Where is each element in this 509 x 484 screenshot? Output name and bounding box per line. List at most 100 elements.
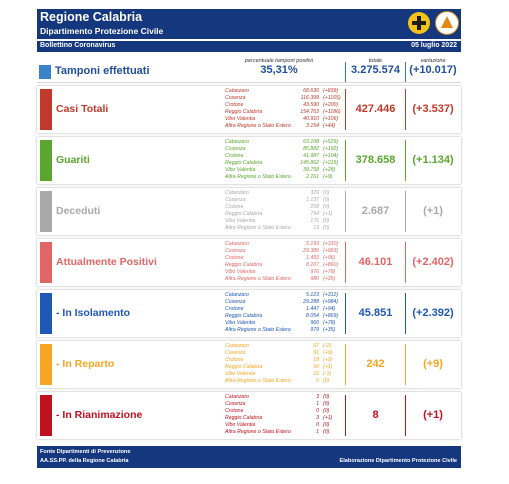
province-list: Catanzaro 68.630 (+839) Cosenza 116.399 (+116… bbox=[225, 88, 347, 130]
province-value: 18 bbox=[313, 357, 319, 363]
province-row: Crotone 1.455 (+96) bbox=[225, 255, 347, 262]
province-value: 41.987 bbox=[303, 153, 319, 159]
province-name: Catanzaro bbox=[225, 394, 249, 400]
province-delta: (+35) bbox=[323, 276, 336, 282]
section-total: 242 bbox=[366, 358, 385, 370]
variation-column-header: variazione bbox=[420, 58, 446, 64]
province-value: 116.399 bbox=[300, 95, 319, 101]
province-value: 145.862 bbox=[300, 160, 319, 166]
province-value: 1.455 bbox=[306, 255, 319, 261]
province-name: Vibo Valentia bbox=[225, 269, 256, 275]
section-variation: (+1) bbox=[423, 409, 443, 421]
province-list: Catanzaro 329 (0) Cosenza 1.137 (0) Crotone 258… bbox=[225, 190, 347, 232]
province-row: Crotone 41.987 (+104) bbox=[225, 153, 347, 160]
province-name: Altra Regione o Stato Estero bbox=[225, 174, 291, 180]
source-line-2: AA.SS.PP. della Regione Calabria bbox=[40, 458, 129, 464]
province-row: Reggio Calabria 50 (+1) bbox=[225, 364, 347, 371]
province-value: 3 bbox=[316, 394, 319, 400]
province-row: Reggio Calabria 3 (+1) bbox=[225, 415, 347, 422]
province-row: Altra Regione o Stato Estero 2.161 (+9) bbox=[225, 174, 347, 181]
province-value: 29.288 bbox=[303, 299, 319, 305]
province-row: Cosenza 85.882 (+192) bbox=[225, 146, 347, 153]
province-delta: (0) bbox=[323, 204, 330, 210]
province-delta: (+2) bbox=[323, 357, 333, 363]
province-row: Reggio Calabria 8.107 (+860) bbox=[225, 262, 347, 269]
province-row: Reggio Calabria 145.862 (+215) bbox=[225, 160, 347, 167]
province-value: 176 bbox=[310, 218, 319, 224]
province-row: Cosenza 1 (0) bbox=[225, 401, 347, 408]
province-name: Altra Regione o Stato Estero bbox=[225, 225, 291, 231]
section-color-bar bbox=[40, 191, 52, 232]
province-value: 85.882 bbox=[303, 146, 319, 152]
province-name: Reggio Calabria bbox=[225, 211, 263, 217]
province-value: 3.154 bbox=[306, 123, 319, 129]
province-delta: (+984) bbox=[323, 299, 339, 305]
section-color-bar bbox=[40, 140, 52, 181]
section-color-bar bbox=[40, 293, 52, 334]
province-value: 3 bbox=[316, 415, 319, 421]
province-row: Cosenza 116.399 (+1165) bbox=[225, 95, 347, 102]
province-row: Catanzaro 5.193 (+310) bbox=[225, 241, 347, 248]
province-name: Vibo Valentia bbox=[225, 167, 256, 173]
province-delta: (+94) bbox=[323, 306, 336, 312]
province-list: Catanzaro 5.123 (+312) Cosenza 29.288 (+984) C… bbox=[225, 292, 347, 334]
province-delta: (+529) bbox=[323, 139, 339, 145]
province-delta: (0) bbox=[323, 429, 330, 435]
province-delta: (0) bbox=[323, 218, 330, 224]
province-name: Catanzaro bbox=[225, 343, 249, 349]
province-name: Reggio Calabria bbox=[225, 313, 263, 319]
province-name: Altra Regione o Stato Estero bbox=[225, 276, 291, 282]
province-list: Catanzaro 67 (-2) Cosenza 91 (+9) Crotone 18 (+2… bbox=[225, 343, 347, 385]
section-label: Deceduti bbox=[56, 205, 101, 217]
province-value: 154.763 bbox=[300, 109, 319, 115]
province-value: 0 bbox=[316, 422, 319, 428]
province-value: 1 bbox=[316, 401, 319, 407]
province-name: Catanzaro bbox=[225, 292, 249, 298]
province-row: Vibo Valentia 176 (0) bbox=[225, 218, 347, 225]
province-name: Cosenza bbox=[225, 350, 246, 356]
province-value: 8.054 bbox=[306, 313, 319, 319]
province-delta: (0) bbox=[323, 408, 330, 414]
province-value: 1 bbox=[316, 429, 319, 435]
section-total: 378.658 bbox=[355, 154, 396, 166]
province-row: Vibo Valentia 960 (+78) bbox=[225, 320, 347, 327]
source-line-1: Fonte Dipartimenti di Prevenzione bbox=[40, 449, 131, 455]
province-delta: (+96) bbox=[323, 255, 336, 261]
province-value: 40.910 bbox=[303, 116, 319, 122]
province-value: 258 bbox=[310, 204, 319, 210]
section-total: 427.446 bbox=[355, 103, 396, 115]
province-row: Cosenza 29.288 (+984) bbox=[225, 299, 347, 306]
province-name: Cosenza bbox=[225, 299, 246, 305]
province-name: Crotone bbox=[225, 153, 244, 159]
province-name: Altra Regione o Stato Estero bbox=[225, 429, 291, 435]
province-value: 63.108 bbox=[303, 139, 319, 145]
province-value: 979 bbox=[310, 327, 319, 333]
section-variation: (+2.402) bbox=[412, 256, 454, 268]
province-value: 16 bbox=[313, 371, 319, 377]
section-variation: (+9) bbox=[423, 358, 443, 370]
province-delta: (0) bbox=[323, 378, 330, 384]
province-row: Catanzaro 5.123 (+312) bbox=[225, 292, 347, 299]
section-color-bar bbox=[40, 89, 52, 130]
province-delta: (+1186) bbox=[323, 109, 341, 115]
province-value: 68.630 bbox=[303, 88, 319, 94]
civil-protection-logo-icon bbox=[408, 12, 430, 34]
province-row: Cosenza 1.137 (0) bbox=[225, 197, 347, 204]
province-delta: (+310) bbox=[323, 241, 339, 247]
province-row: Altra Regione o Stato Estero 13 (0) bbox=[225, 225, 347, 232]
province-name: Crotone bbox=[225, 357, 244, 363]
province-value: 67 bbox=[313, 343, 319, 349]
province-row: Altra Regione o Stato Estero 0 (0) bbox=[225, 378, 347, 385]
province-value: 8.107 bbox=[306, 262, 319, 268]
province-name: Catanzaro bbox=[225, 139, 249, 145]
province-name: Reggio Calabria bbox=[225, 415, 263, 421]
province-value: 91 bbox=[313, 350, 319, 356]
section-variation: (+1.134) bbox=[412, 154, 454, 166]
province-delta: (+312) bbox=[323, 292, 339, 298]
province-value: 960 bbox=[310, 320, 319, 326]
header-banner: Regione Calabria Dipartimento Protezione… bbox=[37, 9, 461, 39]
province-value: 29.380 bbox=[303, 248, 319, 254]
province-row: Catanzaro 3 (0) bbox=[225, 394, 347, 401]
province-delta: (+9) bbox=[323, 174, 333, 180]
province-delta: (0) bbox=[323, 394, 330, 400]
